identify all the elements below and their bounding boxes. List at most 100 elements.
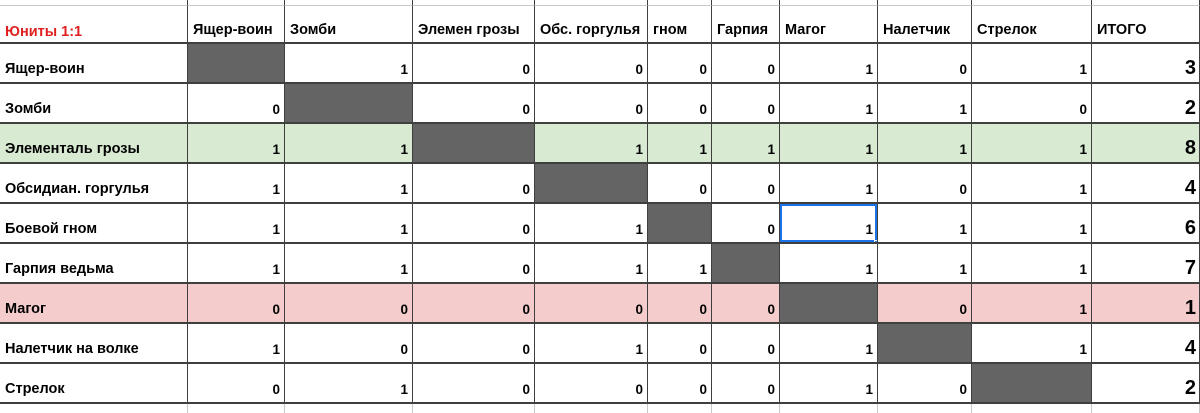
total-cell[interactable]: 2	[1092, 364, 1200, 404]
value-cell[interactable]: 0	[712, 364, 780, 404]
value-cell[interactable]: 0	[413, 364, 535, 404]
value-cell[interactable]: 1	[188, 204, 285, 244]
value-cell[interactable]: 1	[780, 324, 878, 364]
value-cell[interactable]: 0	[648, 284, 712, 324]
total-cell[interactable]: 4	[1092, 164, 1200, 204]
diag-cell[interactable]	[648, 204, 712, 244]
row-label[interactable]: Магог	[0, 284, 188, 324]
value-cell[interactable]: 0	[285, 284, 413, 324]
value-cell[interactable]: 0	[535, 364, 648, 404]
value-cell[interactable]: 0	[712, 204, 780, 244]
value-cell[interactable]: 0	[535, 284, 648, 324]
value-cell[interactable]: 1	[188, 244, 285, 284]
value-cell[interactable]: 0	[188, 284, 285, 324]
value-cell[interactable]: 1	[780, 364, 878, 404]
diag-cell[interactable]	[712, 244, 780, 284]
value-cell[interactable]: 0	[188, 84, 285, 124]
value-cell[interactable]: 0	[413, 84, 535, 124]
value-cell[interactable]: 1	[878, 204, 972, 244]
value-cell[interactable]: 1	[780, 44, 878, 84]
value-cell[interactable]: 1	[648, 124, 712, 164]
value-cell[interactable]: 0	[712, 44, 780, 84]
value-cell[interactable]: 1	[780, 124, 878, 164]
value-cell[interactable]: 1	[285, 124, 413, 164]
value-cell[interactable]: 1	[285, 204, 413, 244]
value-cell[interactable]: 1	[285, 244, 413, 284]
value-cell[interactable]: 0	[535, 84, 648, 124]
value-cell[interactable]: 0	[413, 324, 535, 364]
value-cell[interactable]: 0	[413, 44, 535, 84]
value-cell[interactable]: 0	[413, 204, 535, 244]
value-cell[interactable]: 0	[712, 164, 780, 204]
value-cell[interactable]: 1	[535, 324, 648, 364]
col-header-5[interactable]: Гарпия	[712, 6, 780, 44]
value-cell[interactable]: 0	[712, 284, 780, 324]
value-cell[interactable]: 1	[972, 164, 1092, 204]
value-cell[interactable]: 0	[413, 164, 535, 204]
value-cell[interactable]: 1	[535, 204, 648, 244]
col-header-0[interactable]: Ящер-воин	[188, 6, 285, 44]
value-cell[interactable]: 1	[188, 124, 285, 164]
value-cell[interactable]: 0	[188, 364, 285, 404]
total-cell[interactable]: 6	[1092, 204, 1200, 244]
value-cell[interactable]: 1	[535, 124, 648, 164]
col-header-9[interactable]: ИТОГО	[1092, 6, 1200, 44]
value-cell[interactable]: 1	[972, 244, 1092, 284]
value-cell[interactable]: 1	[780, 84, 878, 124]
total-cell[interactable]: 7	[1092, 244, 1200, 284]
value-cell[interactable]: 1	[285, 364, 413, 404]
value-cell[interactable]: 0	[712, 324, 780, 364]
value-cell[interactable]: 0	[648, 364, 712, 404]
value-cell[interactable]: 1	[535, 244, 648, 284]
row-label[interactable]: Элементаль грозы	[0, 124, 188, 164]
value-cell[interactable]: 1	[780, 244, 878, 284]
total-cell[interactable]: 3	[1092, 44, 1200, 84]
row-label[interactable]: Зомби	[0, 84, 188, 124]
value-cell[interactable]: 1	[972, 324, 1092, 364]
value-cell[interactable]: 0	[878, 364, 972, 404]
diag-cell[interactable]	[188, 44, 285, 84]
diag-cell[interactable]	[878, 324, 972, 364]
diag-cell[interactable]	[285, 84, 413, 124]
total-cell[interactable]: 4	[1092, 324, 1200, 364]
row-label[interactable]: Обсидиан. горгулья	[0, 164, 188, 204]
value-cell[interactable]: 0	[535, 44, 648, 84]
diag-cell[interactable]	[780, 284, 878, 324]
value-cell[interactable]: 1	[972, 124, 1092, 164]
col-header-3[interactable]: Обс. горгулья	[535, 6, 648, 44]
value-cell[interactable]: 1	[972, 44, 1092, 84]
row-label[interactable]: Гарпия ведьма	[0, 244, 188, 284]
value-cell[interactable]: 1	[712, 124, 780, 164]
row-label[interactable]: Стрелок	[0, 364, 188, 404]
col-header-2[interactable]: Элемен грозы	[413, 6, 535, 44]
value-cell[interactable]: 0	[878, 44, 972, 84]
value-cell[interactable]: 1	[285, 164, 413, 204]
value-cell[interactable]: 0	[878, 164, 972, 204]
value-cell[interactable]: 1	[878, 84, 972, 124]
col-header-4[interactable]: гном	[648, 6, 712, 44]
value-cell[interactable]: 0	[648, 324, 712, 364]
sheet-title[interactable]: Юниты 1:1	[0, 6, 188, 44]
value-cell[interactable]: 0	[878, 284, 972, 324]
value-cell[interactable]: 1	[972, 284, 1092, 324]
col-header-8[interactable]: Стрелок	[972, 6, 1092, 44]
value-cell[interactable]: 0	[648, 164, 712, 204]
value-cell[interactable]: 0	[648, 84, 712, 124]
value-cell[interactable]: 1	[878, 124, 972, 164]
col-header-7[interactable]: Налетчик	[878, 6, 972, 44]
value-cell[interactable]: 1	[780, 164, 878, 204]
value-cell[interactable]: 1	[878, 244, 972, 284]
row-label[interactable]: Боевой гном	[0, 204, 188, 244]
diag-cell[interactable]	[413, 124, 535, 164]
value-cell[interactable]: 0	[413, 244, 535, 284]
diag-cell[interactable]	[535, 164, 648, 204]
value-cell[interactable]: 1	[285, 44, 413, 84]
total-cell[interactable]: 8	[1092, 124, 1200, 164]
total-cell[interactable]: 2	[1092, 84, 1200, 124]
row-label[interactable]: Налетчик на волке	[0, 324, 188, 364]
value-cell[interactable]: 0	[712, 84, 780, 124]
value-cell[interactable]: 0	[413, 284, 535, 324]
col-header-6[interactable]: Магог	[780, 6, 878, 44]
value-cell[interactable]: 0	[285, 324, 413, 364]
row-label[interactable]: Ящер-воин	[0, 44, 188, 84]
